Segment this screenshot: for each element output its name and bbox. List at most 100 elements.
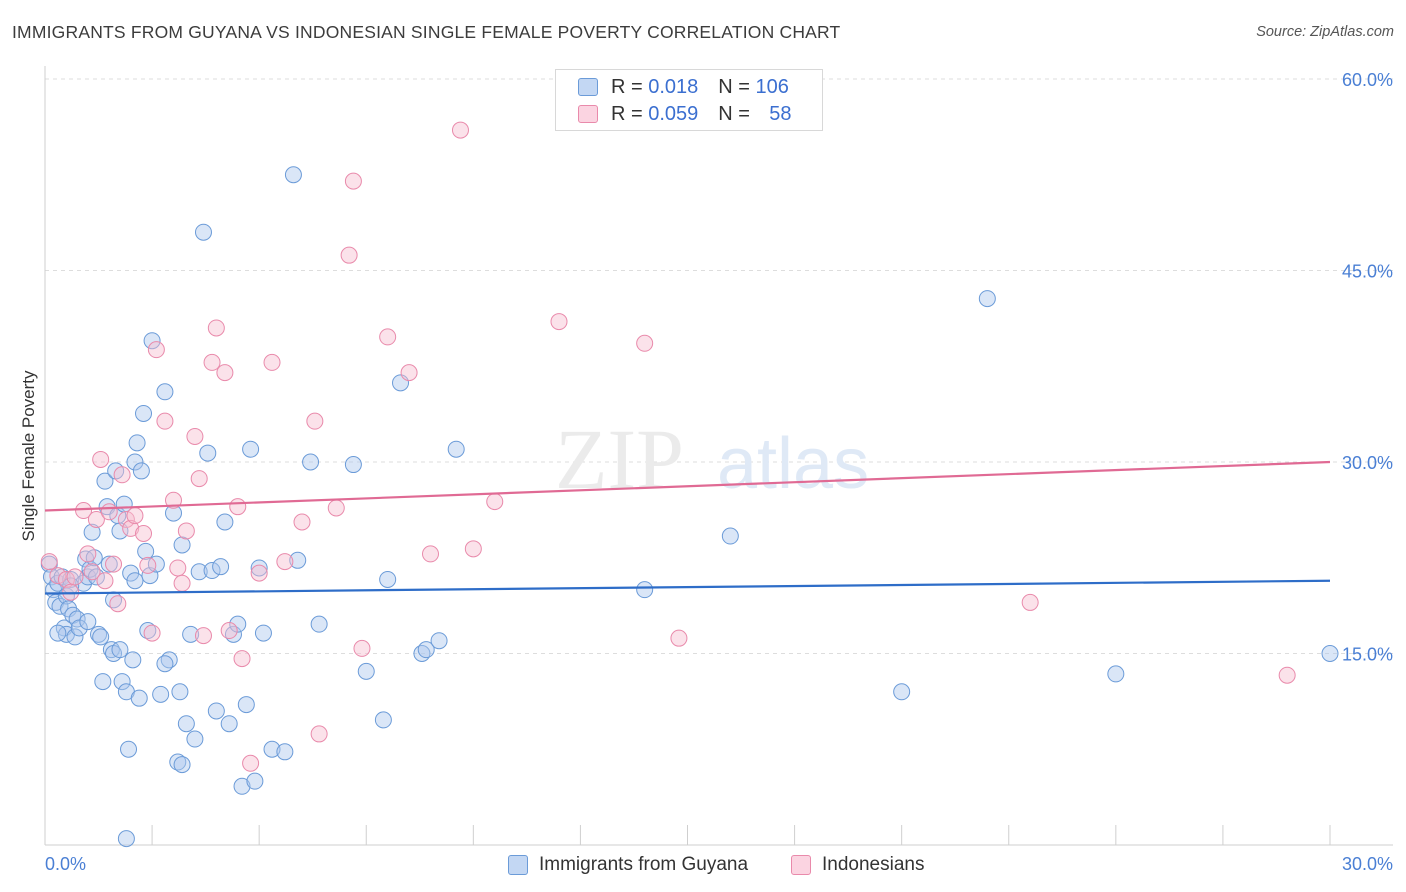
- point-guyana: [120, 740, 138, 758]
- bottom-legend-indonesians: Indonesians: [791, 852, 924, 878]
- point-guyana: [122, 564, 140, 582]
- point-indonesians: [340, 246, 358, 264]
- point-indonesians: [310, 725, 328, 743]
- point-indonesians: [1021, 593, 1039, 611]
- point-guyana: [246, 772, 264, 790]
- point-indonesians: [105, 555, 123, 573]
- x-tick-label: 30.0%: [1342, 854, 1393, 874]
- point-indonesians: [147, 341, 165, 359]
- point-guyana: [636, 581, 654, 599]
- point-indonesians: [344, 172, 362, 190]
- point-guyana: [126, 453, 144, 471]
- point-indonesians: [233, 650, 251, 668]
- watermark-atlas: atlas: [717, 424, 869, 504]
- point-guyana: [203, 562, 221, 580]
- tick-labels: 15.0% 30.0% 45.0% 60.0% 0.0% 30.0%: [45, 70, 1393, 874]
- y-tick-label: 45.0%: [1342, 262, 1393, 282]
- point-indonesians: [87, 510, 105, 528]
- point-guyana: [302, 453, 320, 471]
- legend-r-label: R =: [611, 102, 643, 125]
- y-tick-label: 30.0%: [1342, 453, 1393, 473]
- point-guyana: [171, 683, 189, 701]
- point-guyana: [137, 542, 155, 560]
- point-indonesians: [207, 319, 225, 337]
- point-guyana: [199, 444, 217, 462]
- point-indonesians: [400, 364, 418, 382]
- point-indonesians: [83, 563, 101, 581]
- chart-title: IMMIGRANTS FROM GUYANA VS INDONESIAN SIN…: [12, 22, 841, 42]
- point-indonesians: [96, 572, 114, 590]
- point-guyana: [344, 456, 362, 474]
- point-guyana: [173, 536, 191, 554]
- trend-lines: [44, 460, 1331, 595]
- watermark-zip: ZIP: [555, 411, 684, 507]
- point-indonesians: [126, 507, 144, 525]
- bottom-legend-label: Immigrants from Guyana: [539, 854, 749, 875]
- point-indonesians: [229, 498, 247, 516]
- point-indonesians: [139, 556, 157, 574]
- point-indonesians: [135, 524, 153, 542]
- trend-line-guyana: [44, 579, 1331, 595]
- point-guyana: [135, 404, 153, 422]
- point-guyana: [128, 434, 146, 452]
- point-guyana: [220, 715, 238, 733]
- point-guyana: [233, 777, 251, 795]
- point-indonesians: [190, 470, 208, 488]
- point-guyana: [132, 462, 150, 480]
- point-guyana: [242, 440, 260, 458]
- point-indonesians: [220, 622, 238, 640]
- point-indonesians: [250, 564, 268, 582]
- point-guyana: [1107, 665, 1125, 683]
- point-indonesians: [276, 553, 294, 571]
- point-guyana: [417, 641, 435, 659]
- point-indonesians: [327, 499, 345, 517]
- point-indonesians: [79, 545, 97, 563]
- point-guyana: [117, 830, 135, 848]
- point-guyana: [893, 683, 911, 701]
- point-guyana: [156, 383, 174, 401]
- point-guyana: [130, 689, 148, 707]
- point-guyana: [66, 628, 84, 646]
- bottom-legend-guyana: Immigrants from Guyana: [508, 852, 748, 878]
- point-guyana: [182, 625, 200, 643]
- legend-swatch-guyana: [578, 78, 598, 96]
- point-indonesians: [216, 364, 234, 382]
- point-guyana: [212, 558, 230, 576]
- point-indonesians: [263, 353, 281, 371]
- point-indonesians: [293, 513, 311, 531]
- point-guyana: [177, 715, 195, 733]
- point-guyana: [156, 655, 174, 673]
- legend-n-label: N =: [718, 75, 750, 98]
- point-guyana: [113, 673, 131, 691]
- point-guyana: [70, 619, 88, 637]
- point-indonesians: [177, 522, 195, 540]
- point-guyana: [96, 472, 114, 490]
- point-indonesians: [113, 466, 131, 484]
- point-indonesians: [143, 624, 161, 642]
- point-indonesians: [66, 568, 84, 586]
- point-indonesians: [353, 639, 371, 657]
- point-indonesians: [92, 450, 110, 468]
- point-guyana: [237, 696, 255, 714]
- point-guyana: [276, 743, 294, 761]
- point-indonesians: [203, 353, 221, 371]
- point-guyana: [186, 730, 204, 748]
- point-guyana: [357, 662, 375, 680]
- point-indonesians: [122, 519, 140, 537]
- legend-swatch-indonesians: [578, 105, 598, 123]
- axes: [44, 66, 1393, 846]
- point-guyana: [173, 756, 191, 774]
- point-guyana: [263, 740, 281, 758]
- legend-r-value: 0.059: [648, 102, 699, 125]
- point-guyana: [92, 628, 110, 646]
- bottom-swatch-indonesians: [791, 855, 811, 875]
- point-indonesians: [186, 427, 204, 445]
- point-guyana: [79, 613, 97, 631]
- point-guyana: [124, 651, 142, 669]
- point-indonesians: [173, 574, 191, 592]
- point-guyana: [229, 615, 247, 633]
- point-indonesians: [670, 629, 688, 647]
- point-guyana: [289, 551, 307, 569]
- point-guyana: [94, 673, 112, 691]
